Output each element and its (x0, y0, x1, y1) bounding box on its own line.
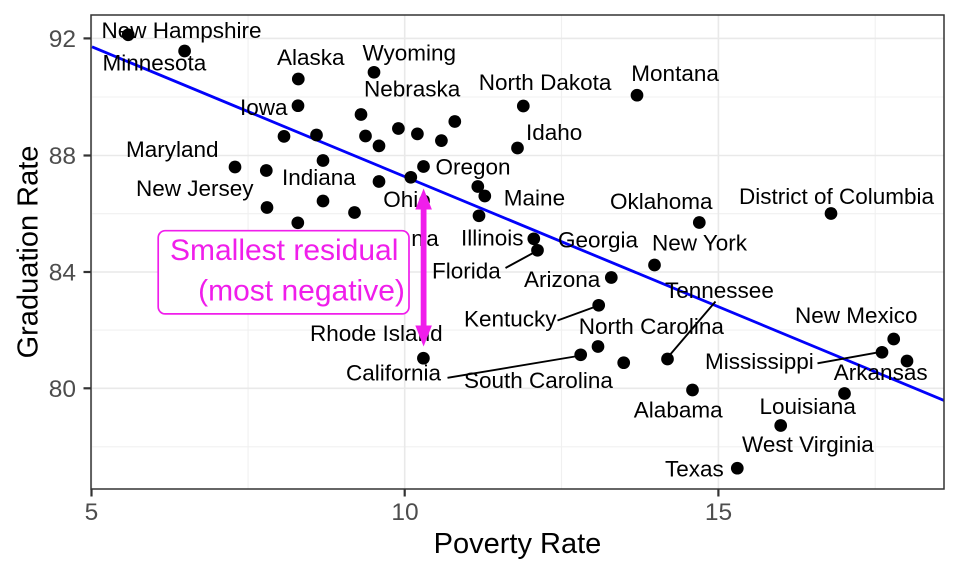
svg-text:Texas: Texas (665, 456, 724, 481)
svg-text:Alabama: Alabama (634, 398, 723, 423)
svg-text:Minnesota: Minnesota (103, 50, 207, 75)
svg-text:Maine: Maine (504, 186, 565, 211)
svg-text:New Hampshire: New Hampshire (102, 18, 262, 43)
svg-text:District of Columbia: District of Columbia (739, 184, 935, 209)
svg-text:Smallest residual: Smallest residual (170, 234, 398, 267)
svg-text:New Mexico: New Mexico (795, 303, 918, 328)
svg-text:92: 92 (49, 26, 76, 53)
svg-text:n: n (411, 226, 424, 251)
svg-text:Kentucky: Kentucky (464, 307, 557, 332)
svg-text:New Jersey: New Jersey (136, 176, 254, 201)
svg-text:Poverty Rate: Poverty Rate (434, 528, 602, 560)
svg-text:New York: New York (652, 230, 748, 255)
svg-text:Oregon: Oregon (436, 155, 511, 180)
svg-text:Arizona: Arizona (524, 267, 601, 292)
svg-text:Iowa: Iowa (240, 95, 288, 120)
svg-text:Oklahoma: Oklahoma (610, 189, 713, 214)
svg-text:Mississippi: Mississippi (705, 349, 814, 374)
svg-text:15: 15 (705, 499, 732, 526)
svg-text:California: California (346, 360, 442, 385)
svg-text:Graduation Rate: Graduation Rate (13, 146, 45, 359)
svg-text:Florida: Florida (432, 258, 501, 283)
svg-text:Wyoming: Wyoming (363, 41, 457, 66)
svg-text:Montana: Montana (631, 61, 719, 86)
svg-text:Nebraska: Nebraska (364, 76, 461, 101)
svg-text:West Virginia: West Virginia (742, 432, 874, 457)
svg-text:88: 88 (49, 143, 76, 170)
svg-text:Illinois: Illinois (461, 225, 524, 250)
svg-text:Georgia: Georgia (558, 227, 639, 252)
svg-text:Arkansas: Arkansas (834, 360, 928, 385)
svg-text:Idaho: Idaho (526, 120, 582, 145)
svg-text:Maryland: Maryland (126, 137, 219, 162)
svg-text:North Carolina: North Carolina (579, 314, 725, 339)
svg-text:10: 10 (391, 499, 418, 526)
svg-text:Indiana: Indiana (282, 165, 356, 190)
svg-text:Tennessee: Tennessee (665, 278, 774, 303)
svg-text:5: 5 (85, 499, 99, 526)
svg-text:84: 84 (49, 260, 76, 287)
svg-text:Alaska: Alaska (277, 45, 345, 70)
svg-text:Louisiana: Louisiana (760, 394, 857, 419)
svg-text:North Dakota: North Dakota (479, 70, 612, 95)
svg-text:South Carolina: South Carolina (464, 368, 613, 393)
svg-text:(most negative): (most negative) (198, 275, 405, 308)
svg-text:80: 80 (49, 376, 76, 403)
svg-text:a: a (426, 226, 439, 251)
